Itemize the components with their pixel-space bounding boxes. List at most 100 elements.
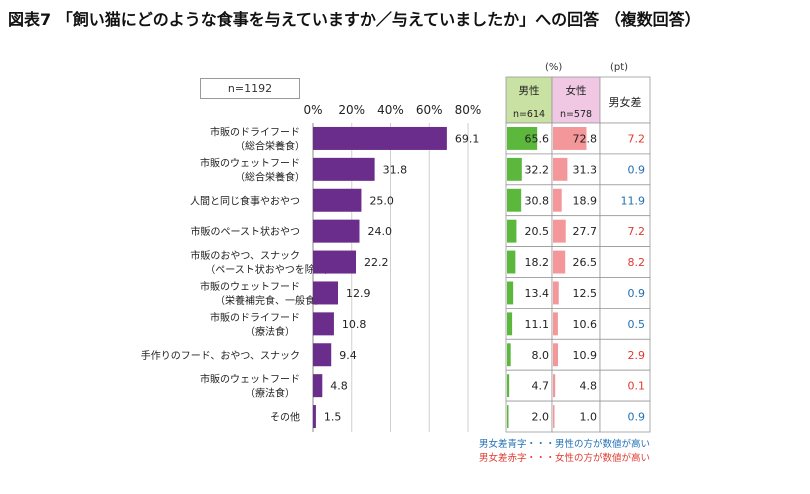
diff-cell	[599, 338, 651, 371]
diff-value: 0.9	[628, 163, 646, 176]
diff-value: 0.9	[628, 411, 646, 424]
male-value: 18.2	[525, 256, 550, 269]
male-value: 11.1	[525, 318, 550, 331]
category-label: （療法食）	[245, 387, 295, 400]
bar-value-label: 1.5	[324, 411, 342, 424]
female-cell	[551, 338, 601, 371]
female-data-bar	[553, 157, 568, 181]
bar-value-label: 31.8	[383, 163, 408, 176]
category-label: （療法食）	[245, 325, 295, 338]
x-tick-label: 40%	[377, 103, 404, 117]
female-data-bar	[553, 250, 566, 274]
bar	[313, 126, 447, 150]
female-value: 27.7	[573, 225, 598, 238]
bar-value-label: 69.1	[455, 132, 480, 145]
note-red: 男女差赤字・・・女性の方が数値が高い	[479, 453, 651, 464]
percent-unit-label: (%)	[545, 62, 563, 73]
category-label: 市販のドライフード	[210, 125, 300, 138]
bar	[313, 250, 357, 274]
note-blue: 男女差青字・・・男性の方が数値が高い	[479, 439, 651, 450]
female-value: 4.8	[580, 380, 598, 393]
male-data-bar	[507, 127, 538, 150]
bar	[313, 343, 332, 367]
bar	[313, 405, 316, 429]
bar	[313, 219, 360, 243]
male-value: 30.8	[525, 194, 550, 207]
female-data-bar	[553, 405, 555, 428]
diff-value: 7.2	[628, 132, 646, 145]
diff-cell	[599, 153, 651, 186]
male-data-bar	[507, 219, 517, 243]
category-label: 市販のおやつ、スナック	[190, 249, 300, 262]
bar	[313, 374, 323, 398]
category-label: （総合栄養食）	[235, 170, 305, 183]
female-data-bar	[553, 374, 556, 398]
female-value: 31.3	[573, 163, 598, 176]
male-value: 2.0	[532, 411, 550, 424]
category-label: 人間と同じ食事やおやつ	[190, 194, 300, 207]
male-data-bar	[507, 405, 509, 428]
male-header-label: 男性	[519, 84, 540, 97]
male-value: 13.4	[525, 287, 550, 300]
bar-value-label: 24.0	[368, 225, 393, 238]
category-label: 市販のウェットフード	[200, 156, 300, 169]
male-value: 65.6	[525, 132, 550, 145]
diff-cell	[599, 246, 651, 278]
category-label: 手作りのフード、おやつ、スナック	[141, 349, 300, 362]
male-data-bar	[507, 281, 514, 305]
diff-cell	[599, 215, 651, 247]
female-value: 10.9	[573, 349, 598, 362]
category-label: 市販のウェットフード	[200, 280, 300, 293]
x-tick-label: 20%	[338, 103, 365, 117]
points-unit-label: (pt)	[610, 62, 629, 73]
male-cell	[505, 369, 553, 402]
male-data-bar	[507, 374, 510, 398]
male-value: 32.2	[525, 163, 550, 176]
bar-value-label: 22.2	[364, 256, 389, 269]
female-value: 18.9	[573, 194, 598, 207]
male-cell	[505, 400, 553, 433]
bar-value-label: 9.4	[339, 349, 357, 362]
bar-value-label: 10.8	[342, 318, 367, 331]
diff-header-label: 男女差	[609, 95, 642, 109]
female-cell	[551, 277, 601, 309]
diff-cell	[599, 184, 651, 217]
x-tick-label: 0%	[303, 103, 322, 117]
bar	[313, 157, 375, 181]
bar	[313, 312, 334, 336]
diff-value: 7.2	[628, 225, 646, 238]
diff-cell	[599, 277, 651, 309]
female-value: 10.6	[573, 318, 598, 331]
female-data-bar	[553, 312, 558, 336]
male-cell	[505, 277, 553, 309]
male-value: 20.5	[525, 225, 550, 238]
male-data-bar	[507, 188, 522, 212]
female-cell	[551, 307, 601, 340]
female-value: 1.0	[580, 411, 598, 424]
male-n-label: n=614	[513, 109, 545, 120]
diff-value: 0.1	[628, 380, 646, 393]
male-value: 4.7	[532, 380, 550, 393]
x-tick-label: 60%	[416, 103, 443, 117]
category-label: 市販のペースト状おやつ	[191, 225, 301, 238]
x-tick-label: 80%	[455, 103, 482, 117]
bar-value-label: 25.0	[369, 194, 394, 207]
category-label: （総合栄養食）	[235, 139, 305, 152]
category-label: 市販のウェットフード	[200, 373, 300, 386]
female-value: 12.5	[573, 287, 598, 300]
bar	[313, 188, 362, 212]
female-header-label: 女性	[566, 84, 587, 97]
sample-size-box: n=1192	[200, 78, 300, 99]
diff-value: 0.5	[628, 318, 646, 331]
category-label: 市販のドライフード	[210, 311, 300, 324]
diff-value: 0.9	[628, 287, 646, 300]
female-data-bar	[553, 281, 559, 305]
male-value: 8.0	[532, 349, 550, 362]
male-data-bar	[507, 250, 516, 274]
female-value: 72.8	[573, 132, 598, 145]
figure-title: 図表7 「飼い猫にどのような食事を与えていますか／与えていましたか」への回答 （…	[8, 10, 701, 29]
female-data-bar	[553, 127, 587, 150]
female-n-label: n=578	[560, 109, 592, 120]
male-data-bar	[507, 312, 513, 336]
